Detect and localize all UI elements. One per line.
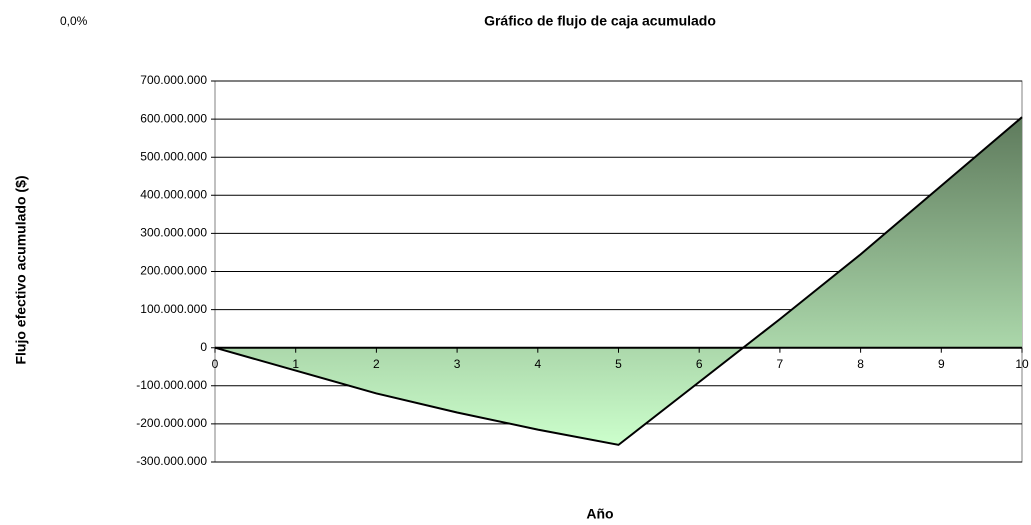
y-tick-label: 300.000.000: [140, 226, 207, 240]
y-tick-label: 0: [200, 340, 207, 354]
y-tick-label: 700.000.000: [140, 73, 207, 87]
chart-title: Gráfico de flujo de caja acumulado: [484, 13, 716, 29]
y-tick-label: 600.000.000: [140, 111, 207, 125]
x-tick-label: 8: [857, 357, 864, 371]
y-axis-label: Flujo efectivo acumulado ($): [13, 175, 29, 364]
x-axis-label: Año: [586, 506, 613, 522]
y-tick-label: -300.000.000: [136, 454, 207, 468]
area: [215, 117, 1022, 445]
x-tick-label: 2: [373, 357, 380, 371]
x-tick-label: 5: [615, 357, 622, 371]
y-tick-label: -100.000.000: [136, 378, 207, 392]
x-tick-label: 10: [1015, 357, 1029, 371]
x-tick-label: 1: [292, 357, 299, 371]
y-tick-label: 500.000.000: [140, 149, 207, 163]
y-tick-label: -200.000.000: [136, 416, 207, 430]
x-tick-label: 7: [777, 357, 784, 371]
line: [214, 116, 1023, 446]
x-tick-label: 3: [454, 357, 461, 371]
x-tick-label: 9: [938, 357, 945, 371]
y-tick-label: 200.000.000: [140, 264, 207, 278]
y-tick-label: 100.000.000: [140, 302, 207, 316]
y-tick-label: 400.000.000: [140, 187, 207, 201]
x-tick-label: 6: [696, 357, 703, 371]
corner-note: 0,0%: [60, 14, 88, 28]
x-tick-label: 4: [534, 357, 541, 371]
x-tick-label: 0: [212, 357, 219, 371]
